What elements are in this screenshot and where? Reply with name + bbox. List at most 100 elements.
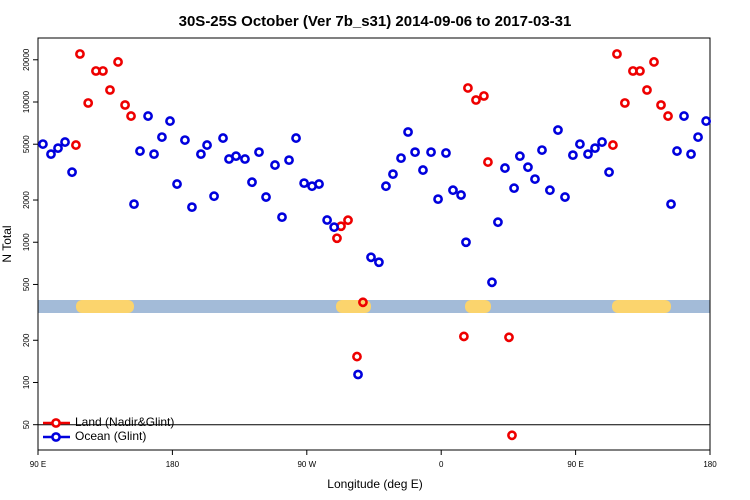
point — [75, 49, 85, 59]
point — [500, 163, 510, 173]
point — [568, 150, 578, 161]
point — [202, 140, 212, 150]
point — [291, 133, 301, 143]
point — [514, 151, 525, 162]
land-ocean-strip — [38, 300, 710, 313]
point — [649, 57, 659, 67]
point — [388, 169, 398, 180]
point — [612, 49, 622, 59]
x-tick-label: 0 — [439, 460, 444, 469]
point — [135, 146, 145, 156]
y-tick-label: 50 — [22, 420, 31, 429]
point — [663, 111, 673, 121]
point — [507, 430, 517, 441]
y-tick-label: 500 — [22, 277, 31, 291]
point — [679, 111, 689, 121]
x-tick-label: 90 E — [567, 460, 583, 469]
point — [608, 140, 618, 150]
point — [461, 237, 471, 248]
y-tick-label: 5000 — [22, 135, 31, 153]
point — [441, 148, 451, 158]
point — [426, 147, 436, 158]
point — [277, 212, 287, 223]
point — [358, 297, 368, 308]
point — [523, 162, 533, 173]
point — [701, 116, 712, 126]
point — [537, 145, 547, 155]
y-axis-label: N Total — [0, 225, 14, 262]
point — [143, 111, 153, 121]
point — [314, 179, 324, 189]
point — [374, 257, 384, 268]
point — [403, 127, 413, 137]
point — [604, 167, 614, 178]
point — [129, 199, 139, 210]
point — [483, 157, 493, 167]
point — [504, 332, 514, 343]
point — [418, 165, 428, 175]
point — [209, 191, 219, 202]
point — [254, 147, 264, 158]
point — [71, 140, 81, 150]
legend-marker — [51, 418, 61, 428]
point — [656, 100, 666, 110]
point — [545, 185, 555, 196]
point — [299, 178, 310, 189]
point — [530, 174, 540, 184]
point — [433, 194, 443, 205]
point — [46, 149, 56, 160]
y-tick-label: 10000 — [22, 90, 31, 113]
point — [352, 351, 362, 362]
x-axis-label: Longitude (deg E) — [327, 477, 422, 491]
point — [672, 146, 682, 156]
point — [553, 125, 563, 135]
point — [284, 155, 294, 166]
point — [332, 233, 342, 244]
point — [471, 95, 481, 105]
point — [120, 100, 130, 110]
point — [575, 139, 585, 149]
y-tick-label: 20000 — [22, 48, 31, 71]
point — [38, 139, 48, 149]
point — [322, 215, 333, 225]
point — [343, 215, 353, 226]
point — [448, 185, 458, 196]
y-tick-label: 200 — [22, 333, 31, 347]
legend-marker — [51, 432, 61, 442]
x-tick-label: 180 — [166, 460, 180, 469]
point — [410, 147, 420, 158]
point — [583, 149, 593, 160]
point — [196, 149, 206, 160]
point — [693, 132, 703, 142]
point — [635, 66, 645, 76]
point — [98, 66, 108, 76]
point — [493, 217, 503, 228]
y-tick-label: 2000 — [22, 191, 31, 209]
point — [353, 369, 363, 380]
point — [187, 202, 197, 213]
y-tick-label: 1000 — [22, 233, 31, 251]
point — [67, 167, 77, 178]
point — [366, 252, 376, 263]
point — [261, 192, 271, 202]
point — [240, 154, 250, 164]
point — [642, 85, 652, 95]
chart-title: 30S-25S October (Ver 7b_s31) 2014-09-06 … — [179, 13, 572, 30]
point — [396, 153, 406, 164]
point — [53, 143, 63, 154]
legend-label: Ocean (Glint) — [75, 429, 146, 443]
point — [83, 98, 94, 108]
point — [231, 151, 241, 162]
point — [165, 116, 175, 126]
point — [329, 222, 340, 233]
point — [479, 91, 489, 101]
point — [560, 192, 570, 202]
point — [157, 132, 167, 142]
point — [458, 331, 469, 342]
point — [218, 133, 228, 143]
point — [463, 83, 473, 93]
point — [686, 149, 696, 160]
x-tick-label: 90 W — [297, 460, 316, 469]
legend-label: Land (Nadir&Glint) — [75, 415, 174, 429]
